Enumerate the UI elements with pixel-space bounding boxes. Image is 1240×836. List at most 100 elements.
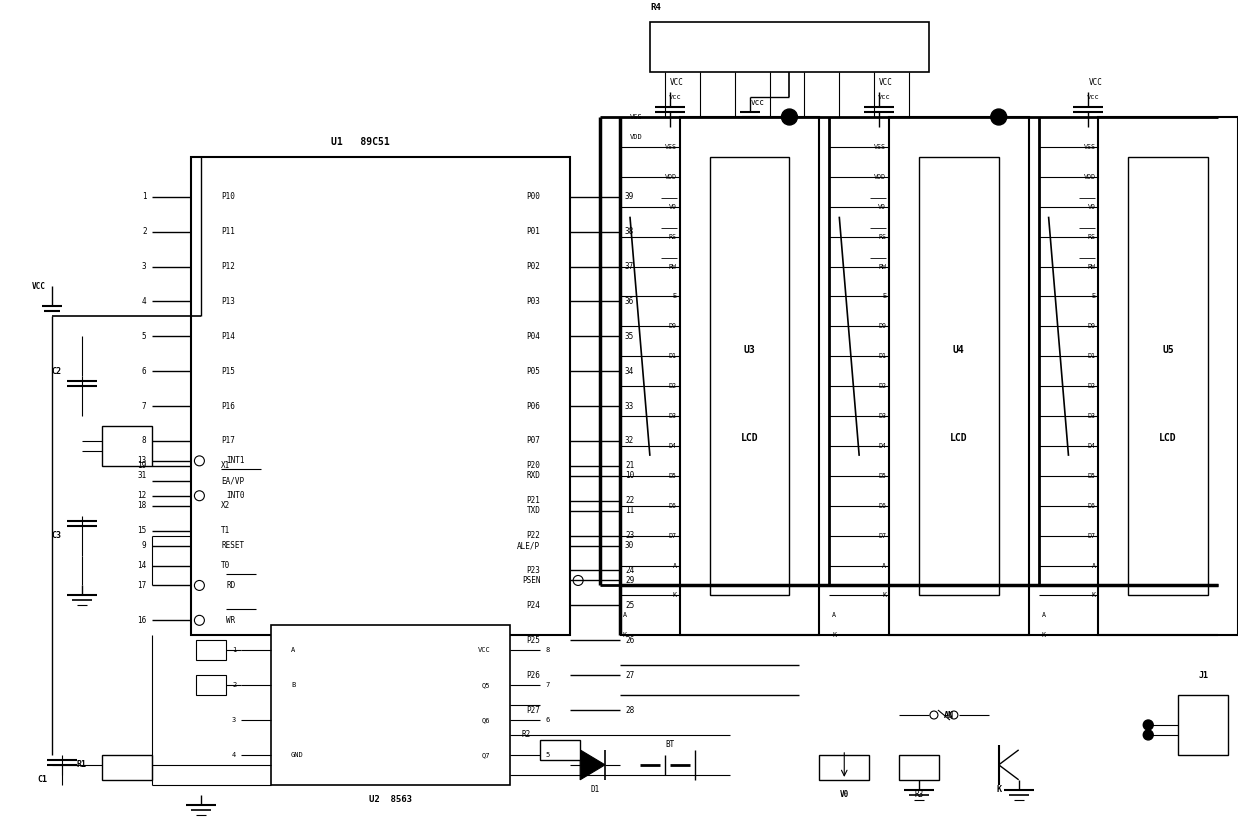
Text: 1: 1 [141, 192, 146, 201]
Text: Q5: Q5 [482, 682, 491, 688]
Text: 27: 27 [625, 670, 634, 680]
Text: D6: D6 [1087, 502, 1095, 509]
Text: 26: 26 [625, 635, 634, 645]
Text: VSS: VSS [630, 114, 642, 120]
Text: A: A [673, 563, 677, 568]
Text: P13: P13 [221, 297, 236, 306]
Text: R4: R4 [650, 3, 661, 12]
Text: RS: RS [878, 233, 887, 240]
Text: 32: 32 [625, 436, 634, 446]
Polygon shape [580, 750, 605, 780]
Text: E: E [882, 293, 887, 299]
Bar [820, 755, 869, 780]
Text: X2: X2 [221, 502, 231, 510]
Text: A: A [291, 647, 295, 653]
Text: D4: D4 [1087, 443, 1095, 449]
Bar [102, 426, 151, 466]
Text: P05: P05 [527, 367, 541, 375]
Text: D6: D6 [668, 502, 677, 509]
Text: T0: T0 [221, 561, 231, 570]
Text: P14: P14 [221, 332, 236, 341]
Bar [541, 740, 580, 760]
Text: 14: 14 [138, 561, 146, 570]
Text: U5: U5 [1162, 345, 1174, 355]
Text: VDD: VDD [665, 174, 677, 180]
Text: 2: 2 [141, 227, 146, 236]
Text: VCC: VCC [1089, 78, 1102, 87]
Text: PSEN: PSEN [522, 576, 541, 585]
Text: D1: D1 [668, 353, 677, 359]
Text: 5: 5 [546, 752, 549, 758]
Text: P12: P12 [221, 262, 236, 271]
Text: X1: X1 [221, 461, 231, 471]
Text: VSS: VSS [874, 144, 887, 150]
Text: U4: U4 [954, 345, 965, 355]
Text: V0: V0 [878, 204, 887, 210]
Text: P10: P10 [221, 192, 236, 201]
Text: 19: 19 [138, 461, 146, 471]
Bar [680, 117, 820, 635]
Circle shape [1143, 720, 1153, 730]
Text: R1: R1 [77, 761, 87, 769]
Text: 31: 31 [138, 472, 146, 481]
Text: Q7: Q7 [482, 752, 491, 758]
Text: 7: 7 [141, 401, 146, 410]
Text: AN: AN [944, 711, 954, 720]
Text: P00: P00 [527, 192, 541, 201]
Text: RW: RW [668, 263, 677, 269]
Text: 33: 33 [625, 401, 634, 410]
Text: D3: D3 [668, 413, 677, 419]
Text: D2: D2 [878, 383, 887, 389]
Text: 38: 38 [625, 227, 634, 236]
Text: TXD: TXD [527, 506, 541, 515]
Text: 34: 34 [625, 367, 634, 375]
Text: D0: D0 [878, 324, 887, 329]
Text: K: K [1042, 632, 1045, 638]
Text: 15: 15 [138, 526, 146, 535]
Text: 13: 13 [138, 456, 146, 466]
Text: C1: C1 [37, 775, 47, 784]
Text: D1: D1 [1087, 353, 1095, 359]
Bar [1099, 117, 1238, 635]
Text: A: A [1042, 612, 1045, 619]
Circle shape [781, 109, 797, 125]
Text: D5: D5 [668, 473, 677, 479]
Text: VDD: VDD [1084, 174, 1095, 180]
Text: VSS: VSS [665, 144, 677, 150]
Text: RXD: RXD [527, 472, 541, 481]
Text: P26: P26 [527, 670, 541, 680]
Text: 3: 3 [141, 262, 146, 271]
Text: B: B [291, 682, 295, 688]
Text: EA/VP: EA/VP [221, 477, 244, 485]
Text: 18: 18 [138, 502, 146, 510]
Text: D5: D5 [1087, 473, 1095, 479]
Text: D3: D3 [878, 413, 887, 419]
Text: A: A [622, 612, 627, 619]
Text: RS: RS [1087, 233, 1095, 240]
Text: D0: D0 [1087, 324, 1095, 329]
Text: BT: BT [665, 741, 675, 749]
Text: P03: P03 [527, 297, 541, 306]
Text: V0: V0 [1087, 204, 1095, 210]
Text: K: K [882, 593, 887, 599]
Bar [1128, 157, 1208, 595]
Text: V0: V0 [839, 790, 849, 799]
Text: 23: 23 [625, 531, 634, 540]
Text: D1: D1 [878, 353, 887, 359]
Text: D7: D7 [878, 533, 887, 538]
Text: D5: D5 [878, 473, 887, 479]
Text: VDD: VDD [630, 134, 642, 140]
Text: 21: 21 [625, 461, 634, 471]
Text: RD: RD [227, 581, 236, 590]
Text: LCD: LCD [740, 433, 759, 443]
Text: D2: D2 [668, 383, 677, 389]
Text: P25: P25 [527, 635, 541, 645]
Text: GND: GND [291, 752, 304, 758]
Text: WR: WR [227, 616, 236, 624]
Text: VDD: VDD [874, 174, 887, 180]
Text: 1: 1 [232, 647, 237, 653]
Text: 4: 4 [141, 297, 146, 306]
Text: 7: 7 [546, 682, 549, 688]
Text: INT0: INT0 [227, 492, 244, 500]
Text: K: K [832, 632, 836, 638]
